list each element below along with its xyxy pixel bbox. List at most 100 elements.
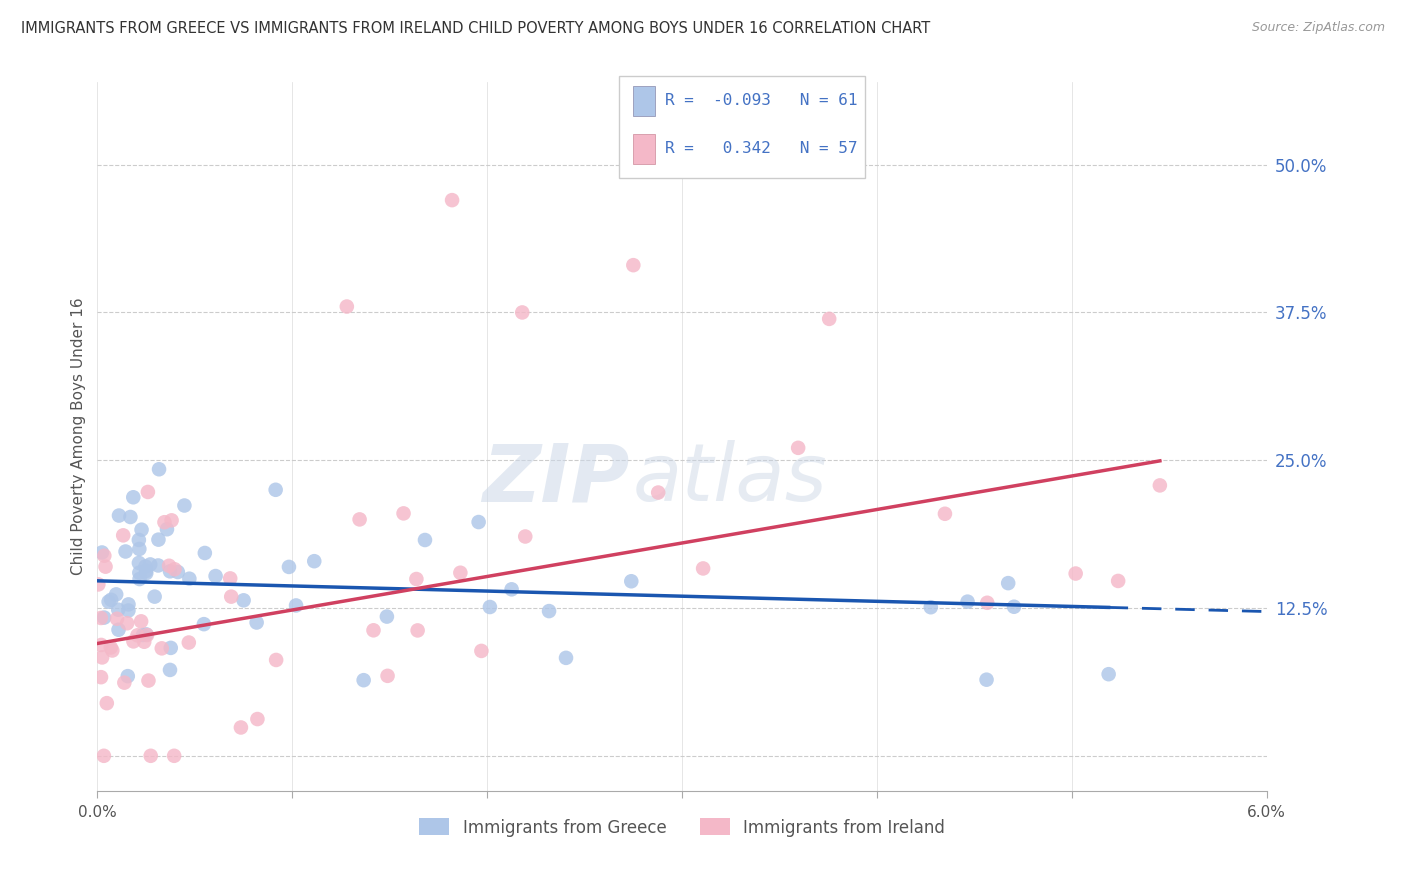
Point — [112, 675, 135, 690]
Point — [101, 643, 124, 657]
Point — [96, 696, 118, 710]
Text: IMMIGRANTS FROM GREECE VS IMMIGRANTS FROM IRELAND CHILD POVERTY AMONG BOYS UNDER: IMMIGRANTS FROM GREECE VS IMMIGRANTS FRO… — [21, 21, 931, 36]
Point — [692, 561, 714, 575]
Point — [146, 558, 169, 573]
Point — [647, 485, 669, 500]
Point — [107, 623, 129, 637]
Point — [278, 560, 301, 574]
Point — [117, 603, 139, 617]
Point — [204, 569, 226, 583]
Point — [478, 599, 501, 614]
Text: R =   0.342   N = 57: R = 0.342 N = 57 — [665, 142, 858, 156]
Point — [501, 582, 523, 597]
Point — [93, 610, 115, 624]
Point — [100, 640, 122, 655]
Point — [135, 566, 157, 581]
Point — [1098, 667, 1121, 681]
Point — [160, 513, 183, 527]
Point — [136, 485, 159, 500]
Y-axis label: Child Poverty Among Boys Under 16: Child Poverty Among Boys Under 16 — [72, 298, 86, 575]
Text: ZIP: ZIP — [482, 440, 630, 518]
Point — [246, 615, 269, 630]
Point — [128, 572, 150, 586]
Point — [377, 669, 399, 683]
Point — [93, 748, 115, 763]
Point — [538, 604, 561, 618]
Point — [128, 533, 150, 547]
Point — [136, 628, 159, 642]
Point — [157, 558, 180, 573]
Point — [375, 609, 398, 624]
Text: R =  -0.093   N = 61: R = -0.093 N = 61 — [665, 94, 858, 108]
Text: Source: ZipAtlas.com: Source: ZipAtlas.com — [1251, 21, 1385, 34]
Point — [621, 258, 644, 272]
Point — [129, 615, 152, 629]
Point — [94, 559, 117, 574]
Point — [219, 571, 242, 585]
Point — [114, 544, 136, 558]
Point — [159, 640, 181, 655]
Point — [336, 300, 359, 314]
Point — [87, 577, 110, 591]
Point — [179, 572, 201, 586]
Point — [264, 653, 287, 667]
Point — [122, 634, 145, 648]
Point — [1002, 599, 1025, 614]
Point — [818, 311, 841, 326]
Point — [120, 510, 142, 524]
Point — [285, 599, 308, 613]
Point — [122, 490, 145, 504]
Point — [177, 635, 200, 649]
Point — [193, 617, 215, 632]
Point — [90, 611, 112, 625]
Point — [90, 670, 112, 684]
Point — [128, 566, 150, 580]
Point — [100, 592, 122, 607]
Point — [976, 596, 998, 610]
Point — [91, 545, 114, 559]
Point — [920, 600, 942, 615]
Point — [153, 515, 176, 529]
Point — [163, 748, 186, 763]
Point — [128, 556, 150, 570]
Point — [159, 564, 181, 578]
Point — [150, 641, 173, 656]
Point — [134, 559, 156, 574]
Point — [135, 564, 157, 578]
Point — [304, 554, 326, 568]
Point — [117, 598, 139, 612]
Point — [349, 512, 371, 526]
Point — [156, 522, 179, 536]
Point — [1149, 478, 1171, 492]
Point — [406, 624, 429, 638]
Point — [1107, 574, 1129, 588]
Point — [620, 574, 643, 589]
Point — [363, 624, 385, 638]
Point — [470, 644, 492, 658]
Point — [441, 193, 464, 207]
Point — [105, 587, 128, 601]
Point — [555, 651, 578, 665]
Point — [264, 483, 287, 497]
Point — [90, 638, 112, 652]
Point — [135, 627, 157, 641]
Point — [159, 663, 181, 677]
Point — [138, 673, 160, 688]
Point — [131, 523, 153, 537]
Point — [132, 628, 155, 642]
Point — [392, 507, 415, 521]
Point — [194, 546, 217, 560]
Point — [246, 712, 269, 726]
Point — [515, 529, 537, 543]
Point — [956, 594, 979, 608]
Point — [232, 593, 254, 607]
Point — [115, 616, 138, 631]
Point — [108, 508, 131, 523]
Point — [112, 528, 135, 542]
Point — [353, 673, 375, 688]
Point — [148, 462, 170, 476]
Point — [173, 499, 195, 513]
Point — [139, 748, 162, 763]
Point — [219, 590, 242, 604]
Point — [148, 533, 170, 547]
